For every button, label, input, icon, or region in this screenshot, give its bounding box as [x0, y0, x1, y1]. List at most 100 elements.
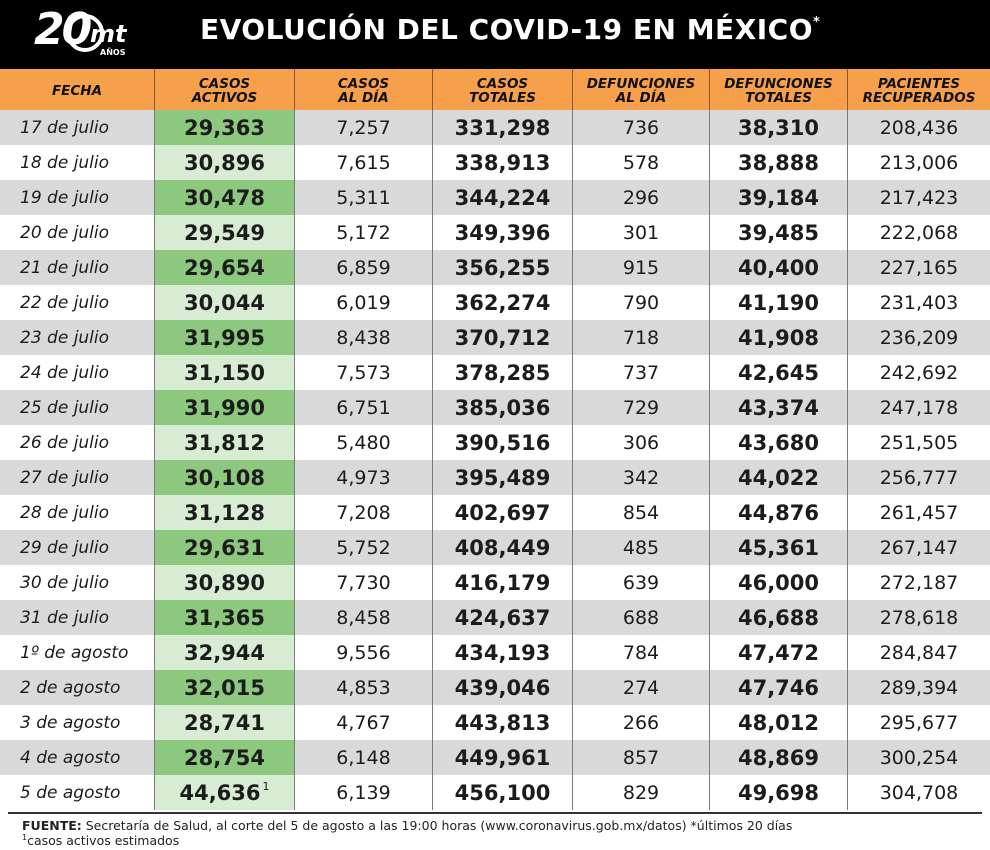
table-row: 1º de agosto 32,944 9,556 434,193 784 47,472 2… — [0, 635, 990, 670]
cell-value: 30,890 — [183, 570, 266, 595]
cell-value: 385,036 — [454, 395, 551, 420]
cell-value: 443,813 — [454, 710, 551, 735]
cell-value: 456,100 — [454, 780, 551, 805]
cell-value: 4,973 — [336, 466, 391, 489]
cell-value: 338,913 — [454, 150, 551, 175]
cell-casos-totales: 424,637 — [433, 600, 573, 635]
cell-casos-totales: 362,274 — [433, 285, 573, 320]
cell-value: 24 de julio — [20, 362, 110, 383]
cell-casos-activos: 29,631 — [155, 530, 295, 565]
table-row: 3 de agosto 28,741 4,767 443,813 266 48,012 29… — [0, 705, 990, 740]
cell-casos-al-dia: 7,573 — [295, 355, 433, 390]
cell-value: 31,995 — [183, 325, 266, 350]
cell-casos-activos: 30,044 — [155, 285, 295, 320]
cell-fecha: 3 de agosto — [0, 705, 155, 740]
cell-value: 829 — [622, 781, 660, 804]
cell-defunciones-totales: 44,876 — [710, 495, 848, 530]
cell-value: 261,457 — [879, 501, 959, 524]
cell-casos-totales: 385,036 — [433, 390, 573, 425]
cell-value: 7,615 — [336, 151, 391, 174]
column-header-pacientes-recuperados: PACIENTES RECUPERADOS — [862, 75, 976, 106]
column-header-casos-activos: CASOS ACTIVOS — [155, 69, 295, 110]
cell-value: 289,394 — [879, 676, 959, 699]
cell-value: 242,692 — [879, 361, 959, 384]
cell-pacientes-recuperados: 272,187 — [848, 565, 990, 600]
cell-casos-totales: 390,516 — [433, 425, 573, 460]
cell-casos-activos: 30,890 — [155, 565, 295, 600]
cell-value: 28,754 — [183, 745, 266, 770]
cell-defunciones-al-dia: 688 — [573, 600, 710, 635]
cell-value: 38,310 — [737, 115, 820, 140]
cell-defunciones-al-dia: 737 — [573, 355, 710, 390]
cell-value: 5,752 — [336, 536, 391, 559]
cell-value: 449,961 — [454, 745, 551, 770]
brand-logo: 20 mt AÑOS — [30, 4, 140, 64]
cell-casos-activos: 30,478 — [155, 180, 295, 215]
cell-defunciones-totales: 41,190 — [710, 285, 848, 320]
cell-casos-activos: 29,549 — [155, 215, 295, 250]
cell-defunciones-totales: 48,012 — [710, 705, 848, 740]
cell-pacientes-recuperados: 222,068 — [848, 215, 990, 250]
cell-fecha: 29 de julio — [0, 530, 155, 565]
cell-defunciones-totales: 47,472 — [710, 635, 848, 670]
cell-defunciones-totales: 41,908 — [710, 320, 848, 355]
cell-value: 25 de julio — [20, 397, 110, 418]
cell-value: 416,179 — [454, 570, 551, 595]
cell-defunciones-totales: 49,698 — [710, 775, 848, 810]
cell-defunciones-totales: 39,485 — [710, 215, 848, 250]
cell-casos-al-dia: 9,556 — [295, 635, 433, 670]
cell-casos-al-dia: 6,148 — [295, 740, 433, 775]
cell-value: 7,208 — [336, 501, 391, 524]
table-row: 25 de julio 31,990 6,751 385,036 729 43,374 24… — [0, 390, 990, 425]
cell-defunciones-al-dia: 829 — [573, 775, 710, 810]
table-row: 20 de julio 29,549 5,172 349,396 301 39,485 22… — [0, 215, 990, 250]
cell-casos-al-dia: 5,172 — [295, 215, 433, 250]
table-row: 19 de julio 30,478 5,311 344,224 296 39,184 21… — [0, 180, 990, 215]
cell-value: 30,896 — [183, 150, 266, 175]
table-row: 31 de julio 31,365 8,458 424,637 688 46,688 27… — [0, 600, 990, 635]
header-bar: 20 mt AÑOS EVOLUCIÓN DEL COVID-19 EN MÉX… — [0, 0, 990, 69]
cell-casos-al-dia: 7,730 — [295, 565, 433, 600]
cell-value: 274 — [622, 676, 660, 699]
cell-value: 306 — [622, 431, 660, 454]
cell-casos-totales: 349,396 — [433, 215, 573, 250]
table-row: 2 de agosto 32,015 4,853 439,046 274 47,746 28… — [0, 670, 990, 705]
cell-value: 31,150 — [183, 360, 266, 385]
cell-value: 38,888 — [737, 150, 820, 175]
cell-value: 231,403 — [879, 291, 959, 314]
cell-defunciones-al-dia: 854 — [573, 495, 710, 530]
cell-defunciones-totales: 43,680 — [710, 425, 848, 460]
cell-fecha: 31 de julio — [0, 600, 155, 635]
cell-defunciones-al-dia: 266 — [573, 705, 710, 740]
cell-value: 31,365 — [183, 605, 266, 630]
cell-casos-activos: 31,150 — [155, 355, 295, 390]
cell-value: 356,255 — [454, 255, 551, 280]
cell-value: 1º de agosto — [20, 642, 129, 663]
cell-value: 47,472 — [737, 640, 820, 665]
cell-value: 5,480 — [336, 431, 391, 454]
table-row: 24 de julio 31,150 7,573 378,285 737 42,645 24… — [0, 355, 990, 390]
cell-value: 28,741 — [183, 710, 266, 735]
cell-pacientes-recuperados: 227,165 — [848, 250, 990, 285]
page-title-text: EVOLUCIÓN DEL COVID-19 EN MÉXICO — [200, 13, 814, 46]
cell-casos-al-dia: 4,767 — [295, 705, 433, 740]
cell-defunciones-totales: 42,645 — [710, 355, 848, 390]
cell-casos-al-dia: 6,859 — [295, 250, 433, 285]
cell-value: 784 — [622, 641, 660, 664]
cell-value: 736 — [622, 116, 660, 139]
cell-value: 296 — [622, 186, 660, 209]
cell-value: 9,556 — [336, 641, 391, 664]
cell-defunciones-al-dia: 301 — [573, 215, 710, 250]
cell-value: 349,396 — [454, 220, 551, 245]
footnote: 1casos activos estimados — [22, 833, 179, 848]
cell-value: 284,847 — [879, 641, 959, 664]
cell-defunciones-totales: 38,310 — [710, 110, 848, 145]
cell-casos-totales: 331,298 — [433, 110, 573, 145]
cell-value: 26 de julio — [20, 432, 110, 453]
cell-casos-totales: 416,179 — [433, 565, 573, 600]
cell-fecha: 5 de agosto — [0, 775, 155, 810]
cell-casos-activos: 30,896 — [155, 145, 295, 180]
cell-value: 6,139 — [336, 781, 391, 804]
cell-pacientes-recuperados: 261,457 — [848, 495, 990, 530]
column-header-defunciones-totales: DEFUNCIONES TOTALES — [710, 69, 848, 110]
